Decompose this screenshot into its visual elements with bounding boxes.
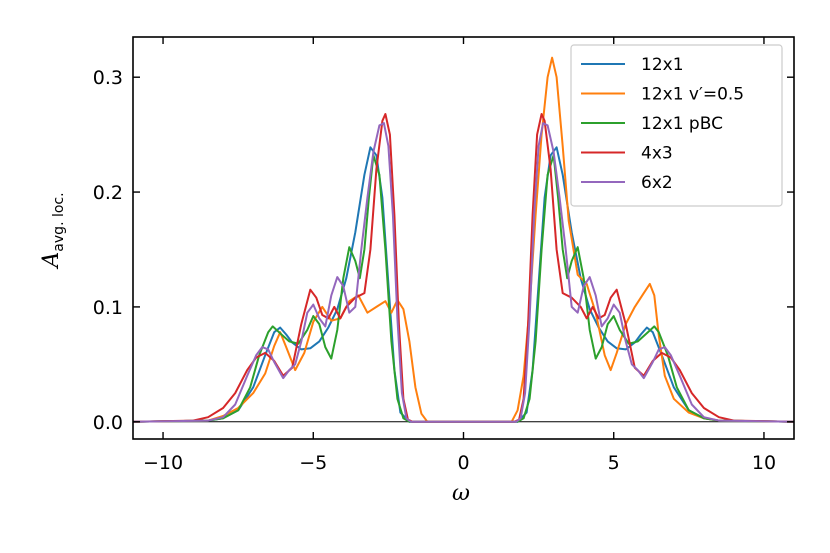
series-layer [132, 56, 795, 423]
x-axis-label: ω [452, 481, 470, 506]
series-line-5 [132, 122, 795, 423]
y-tick-label: 0.0 [93, 412, 123, 434]
legend-label: 12x1 v′=0.5 [641, 85, 744, 105]
ticks-layer: −10 −5 0 5 10 0.0 0.1 0.2 0.3 [93, 37, 794, 474]
x-tick-label: 10 [752, 452, 776, 474]
y-tick-label: 0.3 [93, 67, 123, 89]
legend-label: 12x1 [641, 55, 684, 75]
x-tick-label: −10 [143, 452, 183, 474]
x-tick-label: 5 [608, 452, 620, 474]
legend-label: 12x1 pBC [641, 114, 723, 134]
y-axis-label: Aavg. loc. [39, 192, 67, 269]
legend-box [570, 44, 783, 207]
legend-label: 4x3 [641, 144, 673, 164]
y-axis-label-sub: avg. loc. [51, 192, 67, 251]
y-axis-label-main: A [39, 252, 64, 270]
plot-frame [132, 36, 795, 440]
legend-label: 6x2 [641, 173, 673, 193]
y-tick-label: 0.1 [93, 297, 123, 319]
x-tick-label: 0 [457, 452, 469, 474]
legend: 12x1 12x1 v′=0.5 12x1 pBC 4x3 6x2 [570, 44, 783, 207]
y-tick-label: 0.2 [93, 182, 123, 204]
x-tick-label: −5 [299, 452, 327, 474]
